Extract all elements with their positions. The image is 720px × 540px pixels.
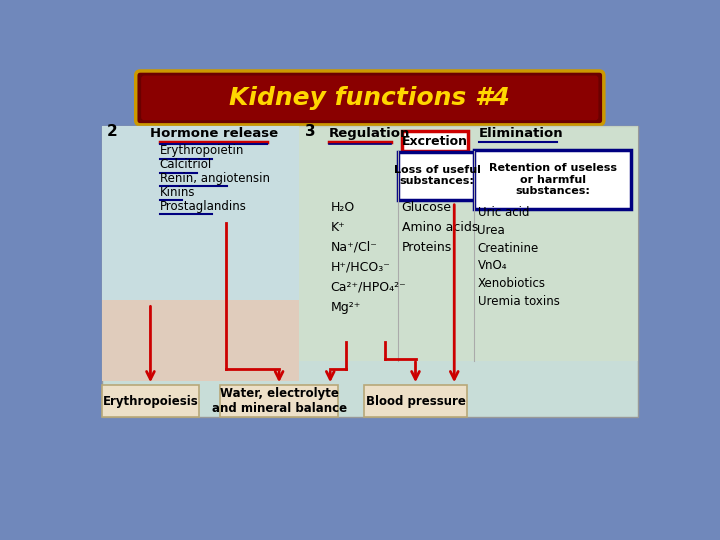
Text: Creatinine: Creatinine	[477, 241, 539, 254]
FancyBboxPatch shape	[102, 385, 199, 417]
Text: Loss of useful
substances:: Loss of useful substances:	[394, 165, 481, 186]
Text: Erythropoiesis: Erythropoiesis	[102, 395, 198, 408]
Text: Kinins: Kinins	[160, 186, 195, 199]
Text: Na⁺/Cl⁻: Na⁺/Cl⁻	[330, 241, 377, 254]
Text: Ca²⁺/HPO₄²⁻: Ca²⁺/HPO₄²⁻	[330, 281, 406, 294]
Text: Retention of useless
or harmful
substances:: Retention of useless or harmful substanc…	[489, 163, 616, 196]
Text: K⁺: K⁺	[330, 221, 345, 234]
FancyBboxPatch shape	[474, 150, 631, 209]
Text: H₂O: H₂O	[330, 201, 354, 214]
Text: Glucose: Glucose	[402, 201, 451, 214]
Text: Uremia toxins: Uremia toxins	[477, 295, 559, 308]
FancyBboxPatch shape	[364, 385, 467, 417]
Text: Regulation: Regulation	[329, 127, 410, 140]
Text: Kidney functions #4: Kidney functions #4	[230, 86, 510, 110]
FancyBboxPatch shape	[402, 131, 468, 151]
FancyBboxPatch shape	[220, 385, 338, 417]
FancyBboxPatch shape	[136, 71, 604, 125]
Text: Hormone release: Hormone release	[150, 127, 278, 140]
Text: Erythropoietin: Erythropoietin	[160, 144, 244, 157]
FancyBboxPatch shape	[102, 126, 638, 417]
Text: Prostaglandins: Prostaglandins	[160, 200, 247, 213]
Text: Calcitriol: Calcitriol	[160, 158, 212, 171]
Text: Urea: Urea	[477, 224, 505, 237]
Text: Proteins: Proteins	[402, 241, 452, 254]
Text: H⁺/HCO₃⁻: H⁺/HCO₃⁻	[330, 261, 390, 274]
Text: Water, electrolyte
and mineral balance: Water, electrolyte and mineral balance	[212, 387, 346, 415]
Text: Mg²⁺: Mg²⁺	[330, 301, 361, 314]
Text: VnO₄: VnO₄	[477, 259, 507, 272]
Text: 3: 3	[305, 124, 316, 139]
FancyBboxPatch shape	[141, 76, 598, 120]
Text: Xenobiotics: Xenobiotics	[477, 277, 546, 290]
FancyBboxPatch shape	[300, 126, 638, 361]
Text: Renin, angiotensin: Renin, angiotensin	[160, 172, 270, 185]
Text: Amino acids: Amino acids	[402, 221, 478, 234]
FancyBboxPatch shape	[398, 152, 476, 200]
FancyBboxPatch shape	[102, 300, 300, 381]
Text: Excretion: Excretion	[402, 134, 468, 147]
Text: Blood pressure: Blood pressure	[366, 395, 465, 408]
FancyBboxPatch shape	[102, 126, 300, 300]
Text: Elimination: Elimination	[479, 127, 564, 140]
Text: Uric acid: Uric acid	[477, 206, 529, 219]
Text: 2: 2	[107, 124, 118, 139]
